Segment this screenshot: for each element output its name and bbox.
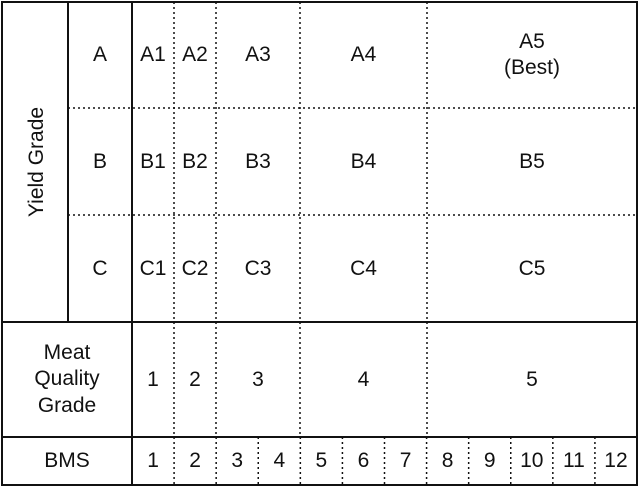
text: Quality <box>34 367 100 391</box>
text: C4 <box>350 256 377 280</box>
text: C3 <box>244 256 272 280</box>
grade-cell: C3 <box>216 215 300 322</box>
bms-value: 2 <box>174 437 216 485</box>
text: Grade <box>37 393 97 417</box>
text: 10 <box>520 449 544 473</box>
text: 3 <box>252 367 264 391</box>
grade-cell: C4 <box>300 215 427 322</box>
text: B3 <box>245 149 271 173</box>
text: 8 <box>441 449 454 473</box>
grade-cell: C5 <box>427 215 637 322</box>
bms-value: 5 <box>300 437 342 485</box>
text: 4 <box>273 449 286 473</box>
text: C5 <box>518 256 546 280</box>
text: 1 <box>147 367 159 391</box>
bms-value: 8 <box>427 437 469 485</box>
meat-quality-value: 1 <box>132 322 174 437</box>
text: 9 <box>483 449 496 473</box>
bms-value: 10 <box>511 437 553 485</box>
bms-value: 12 <box>595 437 637 485</box>
meat-quality-value: 5 <box>427 322 637 437</box>
text: A4 <box>350 43 377 67</box>
text: B1 <box>140 149 166 173</box>
text: A <box>92 43 107 67</box>
grade-cell: B5 <box>427 108 637 215</box>
bms-value: 11 <box>553 437 595 485</box>
bms-value: 1 <box>132 437 174 485</box>
text: 1 <box>147 449 159 473</box>
text: C <box>92 256 108 280</box>
text: 5 <box>315 449 328 473</box>
text: 7 <box>399 449 412 473</box>
text: Meat <box>43 341 91 365</box>
text: A3 <box>245 43 271 67</box>
text: B <box>92 149 107 173</box>
text: B2 <box>182 149 208 173</box>
bms-value: 3 <box>216 437 258 485</box>
text: C2 <box>181 256 209 280</box>
text: A1 <box>140 43 166 67</box>
meat-quality-value: 3 <box>216 322 300 437</box>
grade-cell: B3 <box>216 108 300 215</box>
text: A2 <box>182 43 208 67</box>
yield-grade: C <box>68 215 132 322</box>
text: B5 <box>519 149 545 173</box>
grade-cell: A1 <box>132 2 174 108</box>
text: 5 <box>526 367 538 391</box>
text: 12 <box>604 449 628 473</box>
text: C1 <box>139 256 167 280</box>
yield-grade: B <box>68 108 132 215</box>
text: 2 <box>189 367 201 391</box>
meat-quality-value: 4 <box>300 322 427 437</box>
text: 11 <box>562 449 585 473</box>
bms-value: 7 <box>385 437 427 485</box>
meat-quality-value: 2 <box>174 322 216 437</box>
yield-grade-label: Yield Grade <box>25 106 48 218</box>
text: 2 <box>189 449 201 473</box>
grade-cell: A3 <box>216 2 300 108</box>
text: B4 <box>350 149 377 173</box>
grade-cell: C1 <box>132 215 174 322</box>
bms-value: 4 <box>258 437 300 485</box>
grade-cell: B2 <box>174 108 216 215</box>
meat-quality-label: Meat Quality Grade <box>2 322 132 437</box>
bms-label: BMS <box>2 437 132 485</box>
text: (Best) <box>503 56 560 79</box>
grade-cell: B1 <box>132 108 174 215</box>
text: 3 <box>231 449 244 473</box>
grade-cell: A5 (Best) <box>427 2 637 108</box>
text: 6 <box>357 449 370 473</box>
text: BMS <box>44 449 90 473</box>
yield-grade: A <box>68 2 132 108</box>
grade-cell: B4 <box>300 108 427 215</box>
text: 4 <box>357 367 370 391</box>
grade-cell: A2 <box>174 2 216 108</box>
text: A5 <box>519 29 545 53</box>
grade-cell: A4 <box>300 2 427 108</box>
grade-cell: C2 <box>174 215 216 322</box>
bms-value: 6 <box>342 437 384 485</box>
bms-value: 9 <box>469 437 511 485</box>
